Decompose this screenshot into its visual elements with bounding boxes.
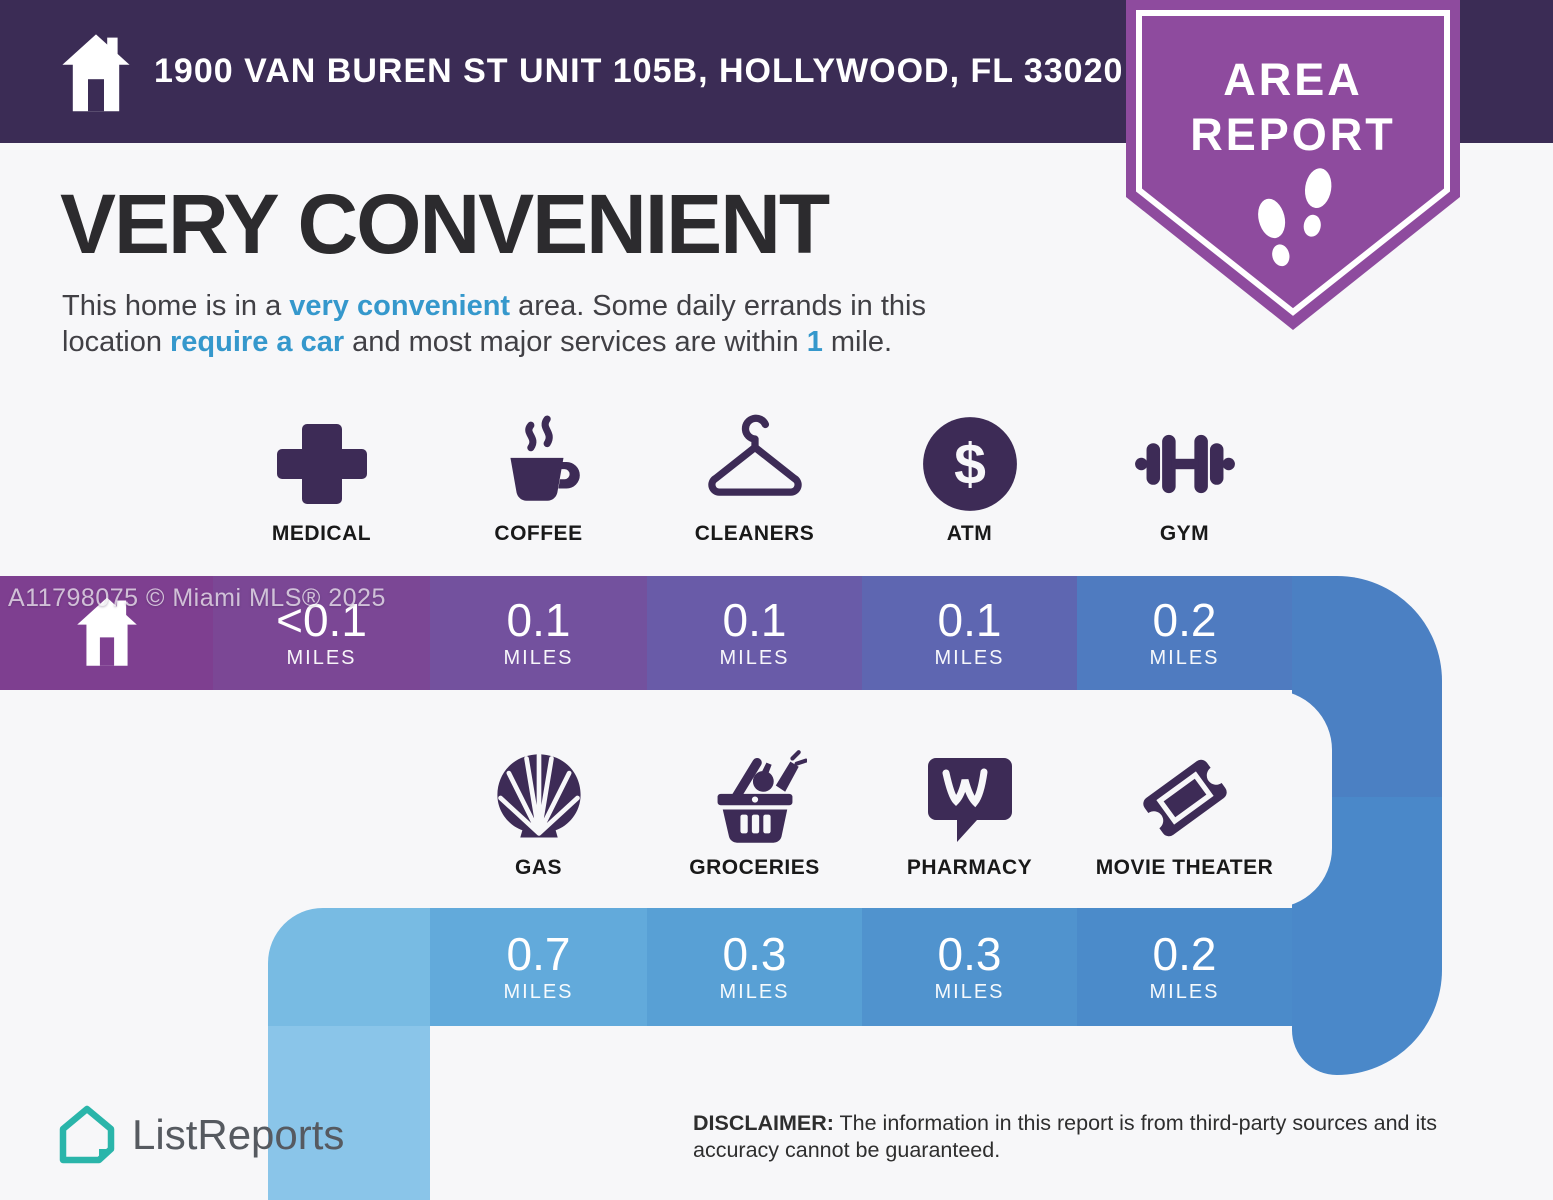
path-bottom-band xyxy=(268,1026,430,1200)
pharmacy-w-icon xyxy=(860,742,1080,854)
disclaimer-text: DISCLAIMER: The information in this repo… xyxy=(693,1111,1437,1162)
dumbbell-icon xyxy=(1075,408,1295,520)
distance-value: 0.7 xyxy=(506,928,571,980)
distance-unit: MILES xyxy=(286,647,357,669)
poi-pharmacy: PHARMACY xyxy=(860,742,1080,880)
description-text: This home is in a xyxy=(62,290,290,322)
grocery-basket-icon xyxy=(645,742,865,854)
distance-cell-movie-theater: 0.2 MILES xyxy=(1077,908,1292,1026)
coffee-cup-icon xyxy=(429,408,649,520)
walkability-description: This home is in a very convenient area. … xyxy=(62,288,926,360)
poi-coffee: COFFEE xyxy=(429,408,649,546)
svg-text:$: $ xyxy=(954,432,986,496)
description-highlight: very convenient xyxy=(289,290,511,322)
poi-movie-theater: MOVIE THEATER xyxy=(1075,742,1295,880)
distance-cell-medical: <0.1 MILES xyxy=(213,576,430,690)
poi-gas: GAS xyxy=(429,742,649,880)
poi-label: GAS xyxy=(514,856,562,879)
description-text: and most major services are within xyxy=(344,326,807,358)
property-address: 1900 VAN BUREN ST UNIT 105B, HOLLYWOOD, … xyxy=(154,52,1124,90)
distance-unit: MILES xyxy=(1149,647,1220,669)
distance-unit: MILES xyxy=(503,647,574,669)
distance-unit: MILES xyxy=(934,981,1005,1003)
description-text: location xyxy=(62,326,171,358)
distance-value: 0.1 xyxy=(506,594,571,646)
distance-cell-atm: 0.1 MILES xyxy=(862,576,1077,690)
poi-label: MOVIE THEATER xyxy=(1095,856,1274,879)
distance-unit: MILES xyxy=(934,647,1005,669)
distance-unit: MILES xyxy=(719,647,790,669)
area-report-badge: AREA REPORT xyxy=(1126,0,1460,330)
disclaimer-label: DISCLAIMER: xyxy=(693,1111,834,1135)
distance-cell-gym: 0.2 MILES xyxy=(1077,576,1292,690)
distance-value: 0.1 xyxy=(937,594,1002,646)
distance-cell-gas: 0.7 MILES xyxy=(430,908,647,1026)
poi-label: PHARMACY xyxy=(906,856,1033,879)
poi-gym: GYM xyxy=(1075,408,1295,546)
badge-title-line1: AREA xyxy=(1223,54,1363,105)
poi-label: GYM xyxy=(1159,522,1210,545)
poi-atm: $ ATM xyxy=(860,408,1080,546)
medical-cross-icon xyxy=(212,408,432,520)
description-text: mile. xyxy=(822,326,893,358)
distance-value: 0.3 xyxy=(722,928,787,980)
distance-cell-pharmacy: 0.3 MILES xyxy=(862,908,1077,1026)
home-icon xyxy=(71,592,143,675)
home-start-cell xyxy=(0,576,213,690)
distance-value: 0.3 xyxy=(937,928,1002,980)
path-turn-left xyxy=(268,908,430,1026)
description-text: area. Some daily errands in this xyxy=(510,290,926,322)
home-icon xyxy=(56,26,136,123)
poi-label: ATM xyxy=(946,522,993,545)
distance-value: 0.1 xyxy=(722,594,787,646)
listreports-wordmark: ListReports xyxy=(132,1111,345,1158)
mls-watermark: A11798075 © Miami MLS® 2025 xyxy=(8,584,386,612)
description-highlight: require a car xyxy=(170,326,345,358)
distance-value: 0.2 xyxy=(1152,928,1217,980)
distance-cell-groceries: 0.3 MILES xyxy=(647,908,862,1026)
distance-unit: MILES xyxy=(719,981,790,1003)
poi-label: CLEANERS xyxy=(694,522,815,545)
poi-groceries: GROCERIES xyxy=(645,742,865,880)
badge-title-line2: REPORT xyxy=(1190,109,1396,160)
poi-medical: MEDICAL xyxy=(212,408,432,546)
distance-value: <0.1 xyxy=(276,594,367,646)
distance-cell-cleaners: 0.1 MILES xyxy=(647,576,862,690)
distance-value: 0.2 xyxy=(1152,594,1217,646)
distance-cell-coffee: 0.1 MILES xyxy=(430,576,647,690)
path-white-panel xyxy=(0,690,1332,908)
hanger-icon xyxy=(645,408,865,520)
listreports-house-icon xyxy=(59,1105,115,1164)
listreports-logo: ListReports xyxy=(58,1104,344,1166)
poi-label: COFFEE xyxy=(494,522,583,545)
shell-gas-icon xyxy=(429,742,649,854)
dollar-circle-icon: $ xyxy=(860,408,1080,520)
poi-cleaners: CLEANERS xyxy=(645,408,865,546)
poi-label: GROCERIES xyxy=(689,856,820,879)
footprints-icon xyxy=(1258,168,1332,267)
poi-label: MEDICAL xyxy=(271,522,372,545)
description-highlight: 1 xyxy=(806,326,823,358)
distance-unit: MILES xyxy=(503,981,574,1003)
distance-unit: MILES xyxy=(1149,981,1220,1003)
movie-ticket-icon xyxy=(1075,742,1295,854)
walkability-headline: VERY CONVENIENT xyxy=(60,177,830,271)
